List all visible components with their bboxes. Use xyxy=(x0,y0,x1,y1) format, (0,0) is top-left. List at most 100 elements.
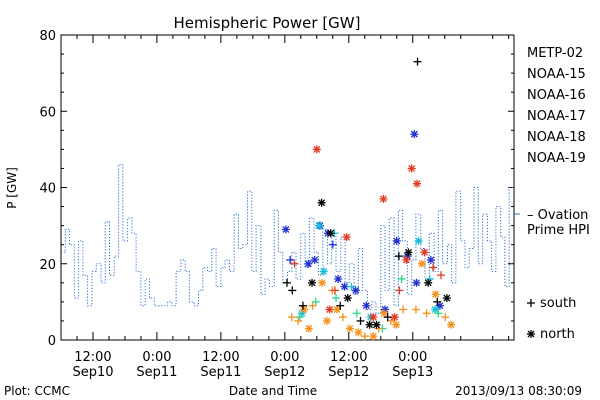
x-tick-label-time: 0:00 xyxy=(398,350,427,365)
noaa-19-south-point xyxy=(290,259,299,268)
ovation-legend-line2: Prime HPI xyxy=(527,223,590,238)
series-noaa-18 xyxy=(287,259,456,341)
noaa-18-north-point xyxy=(369,332,378,341)
marker-stroke xyxy=(315,222,323,230)
noaa-15-north-point xyxy=(340,282,349,291)
noaa-15-north-point xyxy=(392,236,401,245)
x-tick-label-time: 0:00 xyxy=(142,350,171,365)
noaa-18-south-point xyxy=(422,309,431,318)
legend-entry-noaa-15: NOAA-15 xyxy=(527,67,586,82)
marker-stroke xyxy=(334,275,342,283)
marker-stroke xyxy=(366,321,374,329)
noaa-18-north-point xyxy=(354,328,363,337)
noaa-19-north-point xyxy=(379,194,388,203)
series-noaa-15 xyxy=(281,130,444,314)
y-tick-label: 80 xyxy=(39,29,56,44)
noaa-19-north-point xyxy=(420,248,429,257)
marker-stroke xyxy=(362,302,370,310)
noaa-18-north-point xyxy=(447,320,456,329)
noaa-18-south-point xyxy=(411,305,420,314)
metp-02-south-point xyxy=(433,297,442,306)
legend-entry-noaa-16: NOAA-16 xyxy=(527,88,586,103)
plot-frame xyxy=(60,34,515,341)
metp-02-north-point xyxy=(372,320,381,329)
marker-stroke xyxy=(327,229,335,237)
y-tick-label: 60 xyxy=(39,105,56,120)
noaa-19-north-point xyxy=(407,164,416,173)
metp-02-north-point xyxy=(317,198,326,207)
noaa-18-south-point xyxy=(308,301,317,310)
x-tick-label-date: Sep12 xyxy=(328,365,369,380)
marker-stroke xyxy=(373,321,380,329)
noaa-15-south-point xyxy=(328,240,337,249)
metp-02-north-point xyxy=(343,294,352,303)
marker-stroke xyxy=(393,237,401,245)
marker-stroke xyxy=(415,237,423,245)
noaa-19-north-point xyxy=(342,233,351,242)
noaa-15-north-point xyxy=(334,275,343,283)
marker-stroke xyxy=(405,248,412,256)
noaa-18-north-point xyxy=(304,324,313,333)
marker-stroke xyxy=(369,332,377,340)
series-layer xyxy=(61,57,514,341)
metp-02-south-point xyxy=(356,316,365,325)
marker-stroke xyxy=(333,306,341,313)
marker-stroke xyxy=(369,313,377,321)
marker-stroke xyxy=(326,306,334,313)
marker-stroke xyxy=(320,267,328,275)
series-metp-02 xyxy=(282,57,451,329)
marker-stroke xyxy=(443,294,451,302)
y-axis-label: P [GW] xyxy=(5,167,19,209)
ovation-legend-line1: – Ovation xyxy=(527,208,588,223)
marker-stroke xyxy=(427,256,435,264)
noaa-18-north-point xyxy=(333,305,342,314)
x-tick-label-date: Sep13 xyxy=(392,365,433,380)
x-axis-ticks: 12:00Sep100:00Sep1112:00Sep110:00Sep1212… xyxy=(60,35,510,380)
marker-stroke xyxy=(344,294,352,302)
marker-stroke xyxy=(432,290,440,298)
x-tick-label-time: 12:00 xyxy=(330,350,367,365)
y-axis-ticks: 0 20 40 60 80 xyxy=(39,29,514,349)
x-axis-label: Date and Time xyxy=(229,384,317,398)
marker-stroke xyxy=(308,279,316,287)
noaa-15-north-point xyxy=(281,225,290,234)
ovation-hpi-line xyxy=(61,164,514,314)
noaa-15-north-point xyxy=(351,286,360,295)
marker-stroke xyxy=(436,302,444,310)
noaa-16-north-point xyxy=(319,267,328,276)
y-tick-label: 20 xyxy=(39,258,56,273)
legend-entry-metp-02: METP-02 xyxy=(527,46,583,61)
legend-entry-noaa-18: NOAA-18 xyxy=(527,130,586,145)
noaa-18-south-point xyxy=(360,332,369,341)
noaa-17-south-point xyxy=(295,313,304,322)
x-tick-label-date: Sep10 xyxy=(72,365,113,380)
metp-02-south-point xyxy=(298,301,307,310)
marker-stroke xyxy=(352,286,360,294)
noaa-18-north-point xyxy=(318,278,327,287)
noaa-18-north-point xyxy=(300,305,309,314)
noaa-18-north-point xyxy=(322,316,331,325)
noaa-17-south-point xyxy=(352,309,361,318)
marker-stroke xyxy=(341,283,348,291)
noaa-15-north-point xyxy=(304,259,313,268)
metp-02-south-point xyxy=(282,278,291,287)
x-tick-label-time: 0:00 xyxy=(270,350,299,365)
x-tick-label-date: Sep11 xyxy=(136,365,177,380)
marker-stroke xyxy=(391,313,399,321)
marker-stroke xyxy=(354,328,362,336)
x-tick-label-date: Sep11 xyxy=(200,365,241,380)
x-tick-label-time: 12:00 xyxy=(74,350,111,365)
metp-02-north-point xyxy=(365,320,374,329)
marker-stroke xyxy=(408,164,416,172)
noaa-19-north-point xyxy=(312,145,321,154)
noaa-19-north-point xyxy=(390,313,399,322)
marker-legend-south: south xyxy=(540,296,576,311)
marker-stroke xyxy=(346,325,354,333)
y-tick-label: 40 xyxy=(39,182,56,197)
chart-title: Hemispheric Power [GW] xyxy=(174,14,361,32)
noaa-18-south-point xyxy=(338,313,347,322)
legend: METP-02 NOAA-15 NOAA-16 NOAA-17 NOAA-18 NOAA-… xyxy=(527,46,586,166)
noaa-18-north-point xyxy=(379,309,388,318)
noaa-17-south-point xyxy=(331,294,340,303)
